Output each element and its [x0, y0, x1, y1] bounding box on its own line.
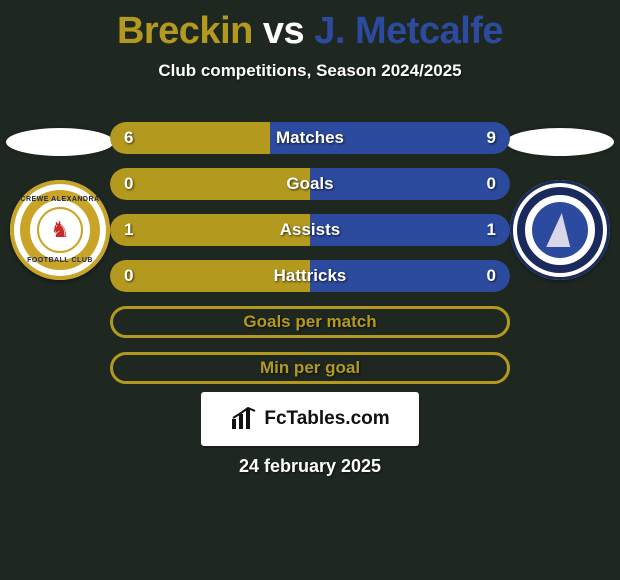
stats-container: 6 9 Matches 0 0 Goals 1 1 Assists 0 0 Hattricks Goal…	[110, 122, 510, 384]
badge-left-text-bottom: FOOTBALL CLUB	[14, 257, 106, 264]
stat-label: Assists	[280, 220, 340, 240]
title-left: Breckin	[117, 10, 253, 52]
brand-badge: FcTables.com	[201, 392, 419, 446]
player-right-block	[500, 128, 620, 280]
stat-fill-left	[110, 168, 310, 200]
stat-value-left: 1	[124, 220, 133, 240]
badge-right-emblem	[532, 202, 588, 258]
stat-row: 6 9 Matches	[110, 122, 510, 154]
stat-row: Goals per match	[110, 306, 510, 338]
brand-icon	[230, 407, 258, 431]
generation-date: 24 february 2025	[0, 456, 620, 477]
player-left-silhouette	[6, 128, 114, 156]
stat-value-left: 0	[124, 266, 133, 286]
club-badge-left: CREWE ALEXANDRA ♞ FOOTBALL CLUB	[10, 180, 110, 280]
stat-fill-right	[310, 168, 510, 200]
stat-value-left: 0	[124, 174, 133, 194]
stat-label: Hattricks	[274, 266, 347, 286]
badge-left-text-top: CREWE ALEXANDRA	[14, 196, 106, 203]
stat-label: Goals	[286, 174, 333, 194]
brand-text: FcTables.com	[264, 408, 389, 430]
badge-left-emblem: ♞	[37, 207, 83, 253]
club-badge-right	[510, 180, 610, 280]
stat-label: Min per goal	[260, 358, 360, 378]
player-left-block: CREWE ALEXANDRA ♞ FOOTBALL CLUB	[0, 128, 120, 280]
subtitle: Club competitions, Season 2024/2025	[0, 61, 620, 81]
title-vs: vs	[263, 10, 304, 52]
stat-row: 1 1 Assists	[110, 214, 510, 246]
stat-fill-left	[110, 122, 270, 154]
stat-value-right: 0	[487, 266, 496, 286]
stat-value-left: 6	[124, 128, 133, 148]
stat-value-right: 1	[487, 220, 496, 240]
stat-label: Matches	[276, 128, 344, 148]
stat-label: Goals per match	[243, 312, 376, 332]
stat-value-right: 9	[487, 128, 496, 148]
stat-row: 0 0 Hattricks	[110, 260, 510, 292]
title-right: J. Metcalfe	[314, 10, 503, 52]
comparison-title: Breckin vs J. Metcalfe	[0, 0, 620, 53]
stat-row: Min per goal	[110, 352, 510, 384]
player-right-silhouette	[506, 128, 614, 156]
stat-row: 0 0 Goals	[110, 168, 510, 200]
stat-value-right: 0	[487, 174, 496, 194]
